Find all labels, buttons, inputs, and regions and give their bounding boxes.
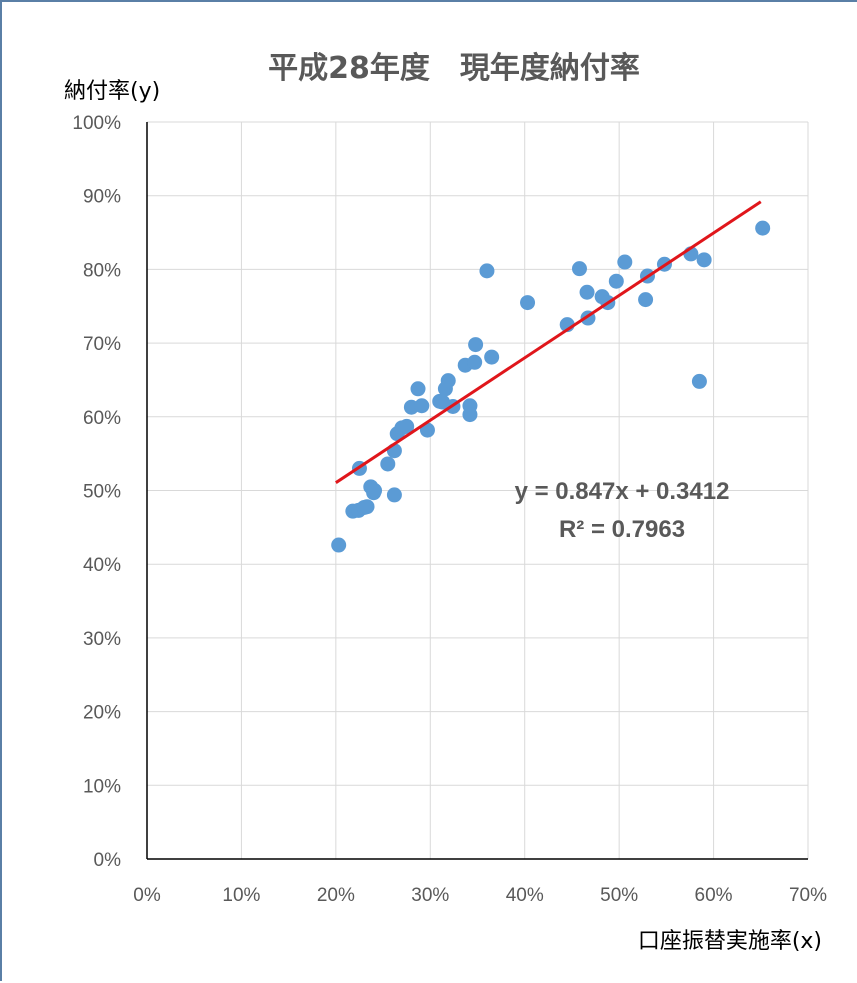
- data-point: [462, 407, 478, 423]
- y-tick-label: 100%: [72, 113, 121, 134]
- data-point: [467, 354, 483, 370]
- data-point: [571, 261, 587, 277]
- x-axis-title: 口座振替実施率(x): [638, 929, 822, 954]
- data-point: [367, 483, 383, 498]
- x-tick-label: 40%: [506, 885, 544, 906]
- chart-title: 平成28年度 現年度納付率: [268, 51, 640, 86]
- data-point: [380, 456, 396, 472]
- y-tick-label: 70%: [83, 334, 121, 355]
- trendline-r2: R² = 0.7963: [559, 516, 685, 543]
- y-tick-label: 40%: [83, 555, 121, 576]
- x-tick-label: 20%: [317, 885, 355, 906]
- trendline: [335, 200, 762, 484]
- y-tick-label: 30%: [83, 629, 121, 650]
- data-point: [579, 284, 595, 300]
- data-point: [410, 381, 426, 397]
- data-point: [386, 487, 402, 503]
- axis-layer: [146, 122, 808, 860]
- data-point: [359, 499, 375, 515]
- x-tick-label: 10%: [222, 885, 260, 906]
- y-tick-label: 90%: [83, 187, 121, 208]
- data-point: [468, 337, 484, 353]
- data-point: [440, 373, 456, 389]
- trendline-equation: y = 0.847x + 0.3412: [515, 478, 730, 505]
- y-tick-label: 60%: [83, 408, 121, 429]
- tick-label-layer: 0% 10% 20% 30% 40% 50% 60% 70% 0% 10% 20% 30% 40% 50%…: [72, 113, 827, 906]
- y-tick-label: 50%: [83, 482, 121, 503]
- x-tick-label: 50%: [600, 885, 638, 906]
- data-point: [617, 254, 633, 270]
- y-tick-label: 80%: [83, 260, 121, 281]
- data-point: [479, 263, 495, 279]
- x-tick-label: 0%: [133, 885, 161, 906]
- data-point: [691, 373, 707, 389]
- data-point: [399, 418, 415, 434]
- data-point: [414, 398, 430, 414]
- x-tick-label: 60%: [695, 885, 733, 906]
- data-point: [484, 349, 500, 365]
- y-tick-label: 20%: [83, 703, 121, 724]
- data-point: [520, 295, 536, 311]
- data-point: [696, 252, 712, 268]
- data-point: [638, 292, 654, 308]
- y-axis-title: 納付率(y): [64, 79, 160, 104]
- x-tick-label: 70%: [789, 885, 827, 906]
- y-tick-label: 0%: [94, 850, 122, 871]
- y-tick-label: 10%: [83, 776, 121, 797]
- data-point: [608, 273, 624, 289]
- x-tick-label: 30%: [411, 885, 449, 906]
- data-point: [755, 220, 771, 236]
- data-point: [331, 537, 347, 553]
